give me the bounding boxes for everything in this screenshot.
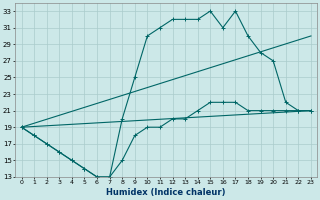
X-axis label: Humidex (Indice chaleur): Humidex (Indice chaleur) [107,188,226,197]
